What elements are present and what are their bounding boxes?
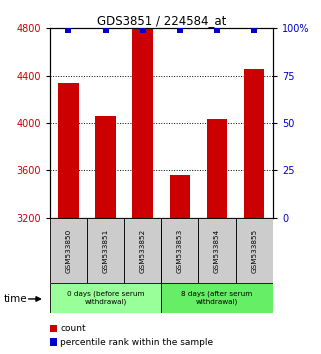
Text: 0 days (before serum
withdrawal): 0 days (before serum withdrawal) bbox=[67, 291, 144, 306]
Point bbox=[177, 27, 182, 33]
Bar bbox=[133, 28, 153, 218]
Point bbox=[103, 27, 108, 33]
Bar bbox=[87, 218, 124, 283]
Text: GSM533852: GSM533852 bbox=[140, 228, 146, 273]
Bar bbox=[50, 218, 87, 283]
Point bbox=[252, 27, 257, 33]
Bar bbox=[170, 175, 190, 218]
Text: count: count bbox=[60, 324, 86, 333]
Text: time: time bbox=[3, 294, 27, 304]
Point bbox=[140, 27, 145, 33]
Point bbox=[214, 27, 220, 33]
Title: GDS3851 / 224584_at: GDS3851 / 224584_at bbox=[97, 14, 226, 27]
Text: GSM533855: GSM533855 bbox=[251, 228, 257, 273]
Text: GSM533853: GSM533853 bbox=[177, 228, 183, 273]
Text: GSM533854: GSM533854 bbox=[214, 228, 220, 273]
Point bbox=[66, 27, 71, 33]
Bar bbox=[161, 218, 198, 283]
Text: GSM533850: GSM533850 bbox=[65, 228, 71, 273]
Bar bbox=[207, 119, 227, 218]
Bar bbox=[50, 283, 161, 313]
Bar bbox=[198, 218, 236, 283]
Bar bbox=[124, 218, 161, 283]
Bar bbox=[58, 83, 79, 218]
Text: GSM533851: GSM533851 bbox=[102, 228, 108, 273]
Text: 8 days (after serum
withdrawal): 8 days (after serum withdrawal) bbox=[181, 291, 253, 306]
Bar bbox=[244, 69, 265, 218]
Bar bbox=[95, 116, 116, 218]
Bar bbox=[236, 218, 273, 283]
Text: percentile rank within the sample: percentile rank within the sample bbox=[60, 338, 213, 347]
Bar bbox=[161, 283, 273, 313]
